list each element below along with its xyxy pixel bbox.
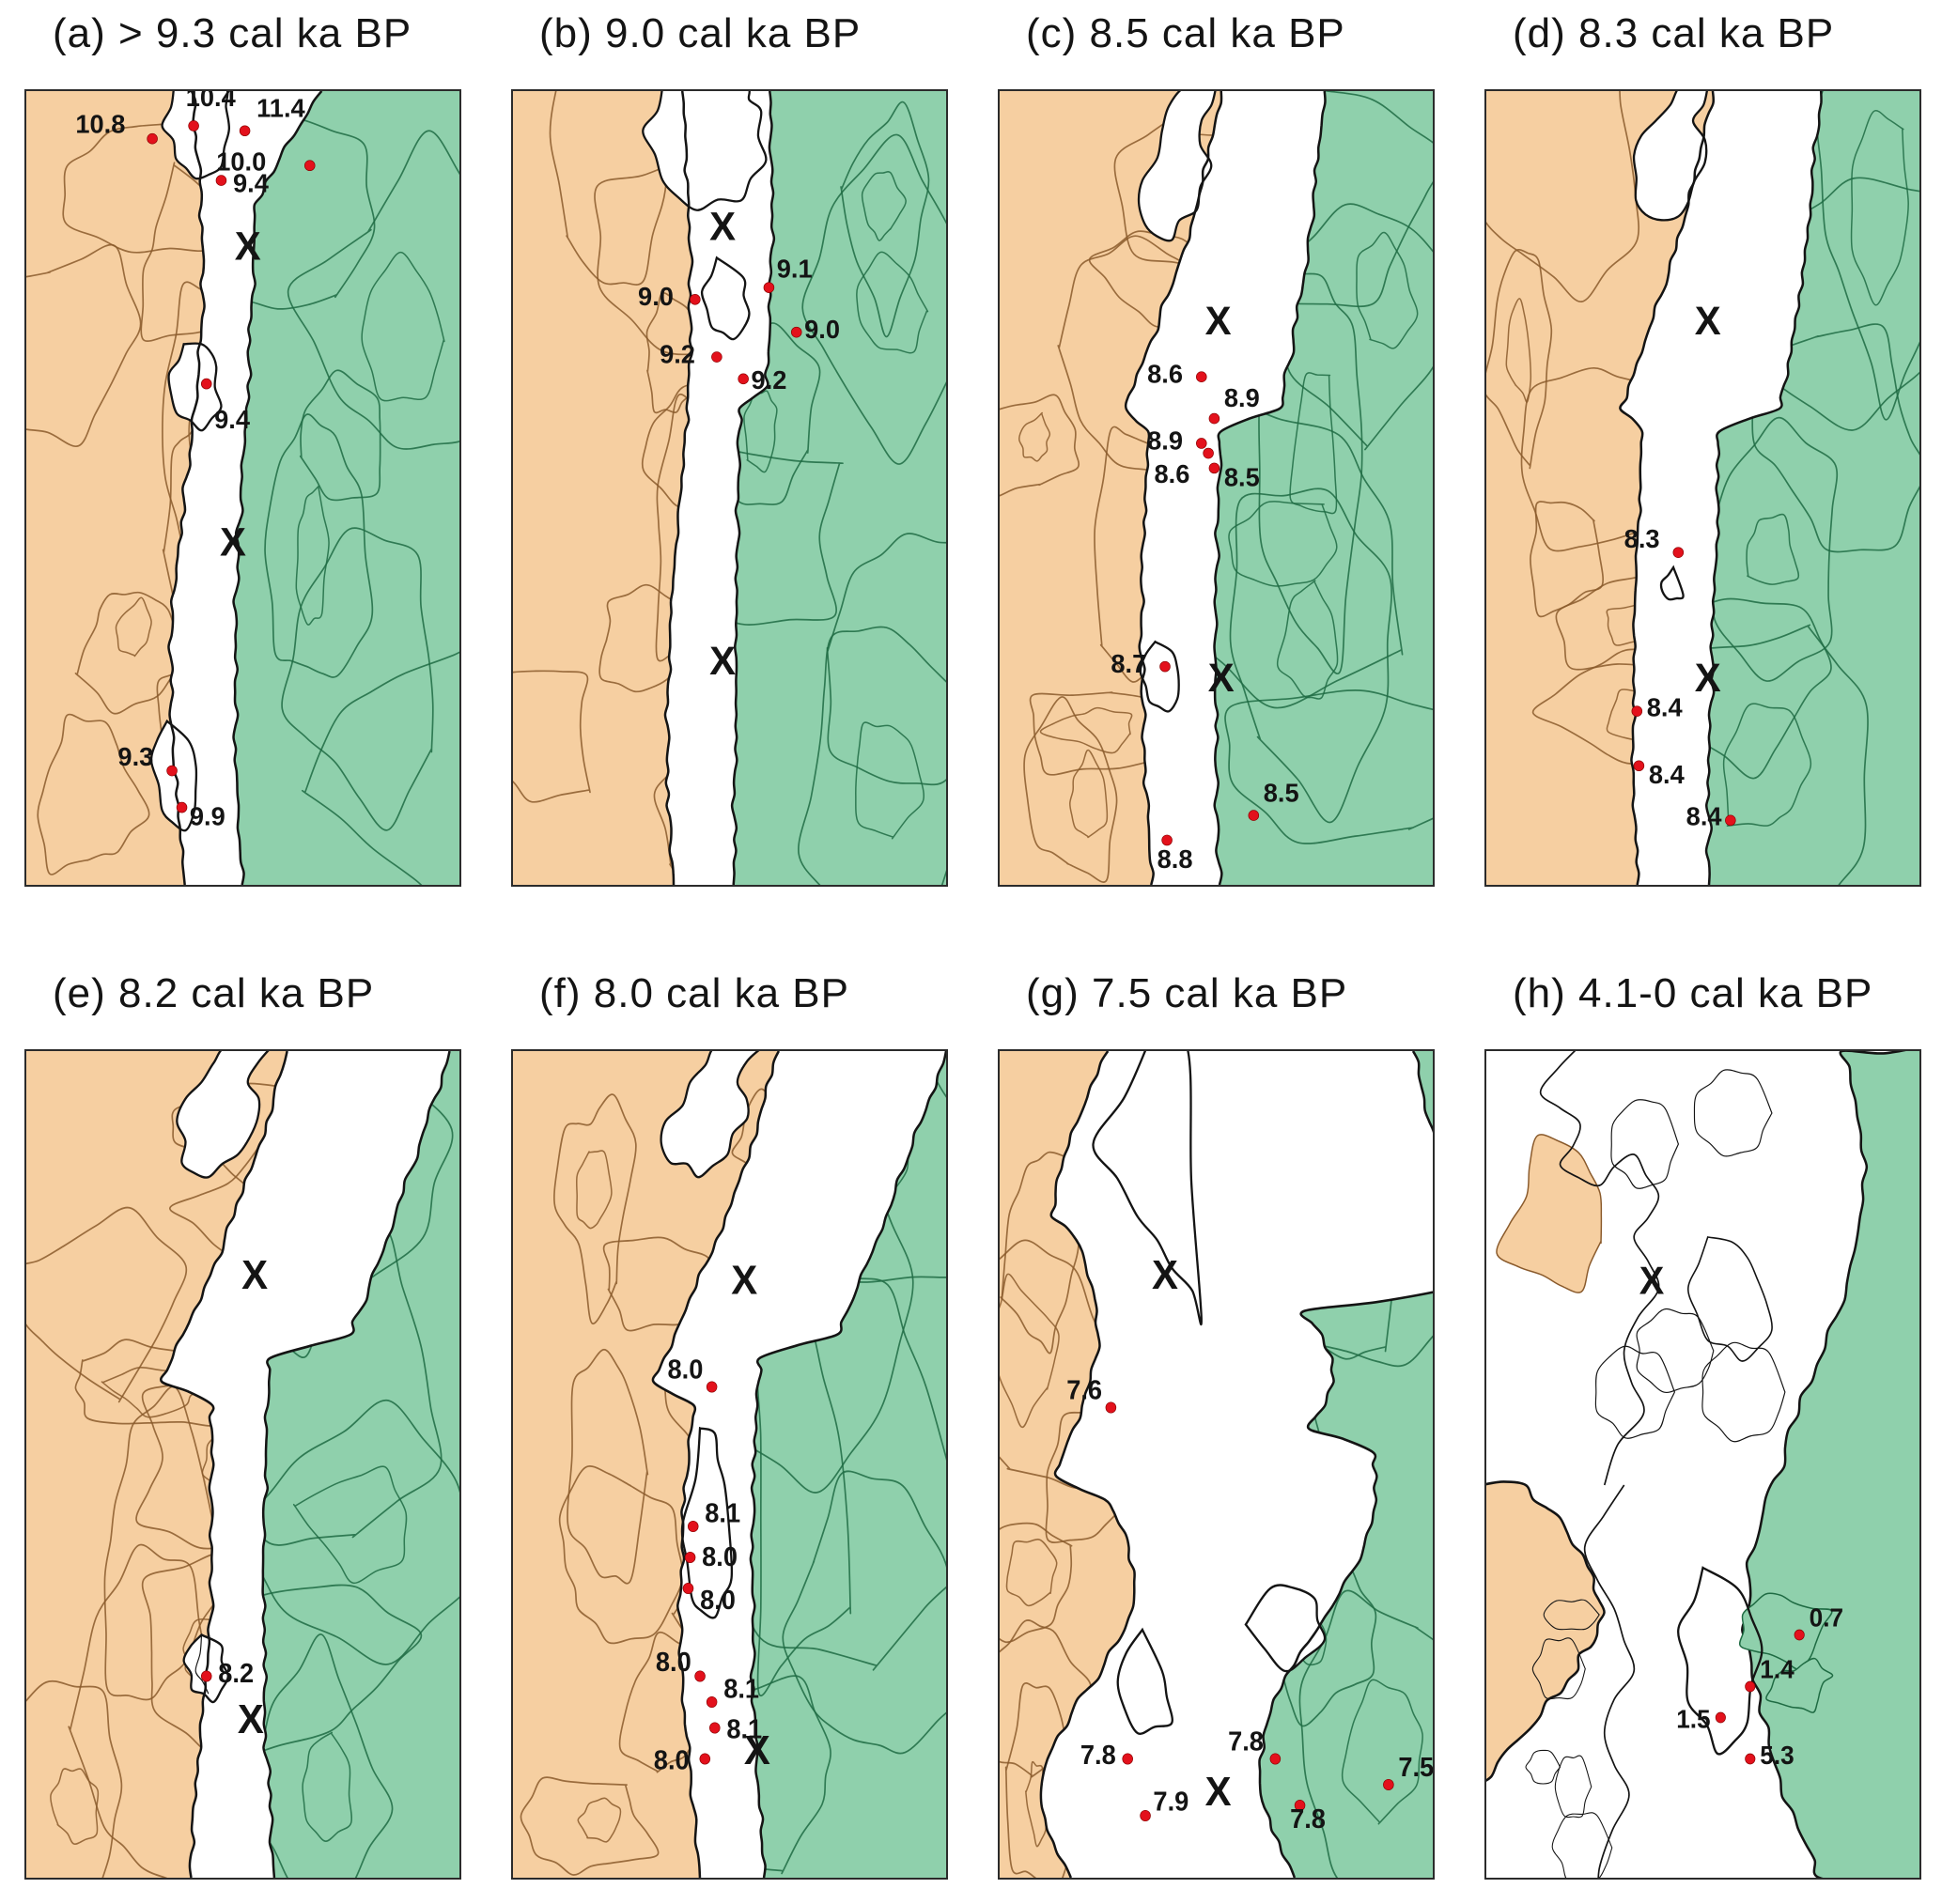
svg-text:8.5: 8.5 bbox=[1264, 778, 1299, 807]
svg-text:X: X bbox=[1695, 299, 1721, 343]
svg-text:9.4: 9.4 bbox=[214, 405, 251, 434]
svg-text:X: X bbox=[744, 1727, 770, 1773]
svg-text:10.4: 10.4 bbox=[186, 91, 237, 112]
svg-text:X: X bbox=[235, 224, 261, 268]
svg-text:8.3: 8.3 bbox=[1624, 524, 1660, 553]
svg-text:10.0: 10.0 bbox=[216, 147, 266, 176]
svg-text:8.4: 8.4 bbox=[1647, 692, 1684, 721]
svg-text:8.1: 8.1 bbox=[705, 1498, 740, 1528]
svg-text:X: X bbox=[731, 1258, 757, 1304]
svg-text:8.7: 8.7 bbox=[1111, 649, 1146, 678]
svg-text:X: X bbox=[1205, 1769, 1232, 1815]
svg-text:X: X bbox=[241, 1252, 268, 1298]
svg-text:9.9: 9.9 bbox=[190, 802, 225, 831]
svg-text:9.2: 9.2 bbox=[660, 339, 695, 368]
svg-text:7.8: 7.8 bbox=[1080, 1740, 1116, 1770]
svg-text:8.5: 8.5 bbox=[1224, 462, 1260, 491]
svg-text:9.0: 9.0 bbox=[804, 315, 840, 344]
svg-text:9.0: 9.0 bbox=[638, 282, 674, 311]
svg-text:5.3: 5.3 bbox=[1760, 1741, 1794, 1770]
svg-text:8.6: 8.6 bbox=[1154, 459, 1189, 488]
svg-text:8.1: 8.1 bbox=[723, 1674, 759, 1704]
svg-text:8.0: 8.0 bbox=[700, 1585, 736, 1615]
svg-text:9.2: 9.2 bbox=[752, 365, 787, 395]
svg-text:X: X bbox=[1639, 1259, 1665, 1303]
svg-text:7.9: 7.9 bbox=[1153, 1787, 1189, 1817]
svg-text:X: X bbox=[709, 639, 736, 683]
svg-text:7.8: 7.8 bbox=[1290, 1804, 1326, 1834]
svg-text:8.6: 8.6 bbox=[1147, 359, 1183, 388]
svg-text:7.5: 7.5 bbox=[1398, 1753, 1433, 1783]
svg-text:8.0: 8.0 bbox=[654, 1745, 690, 1775]
svg-text:X: X bbox=[1639, 1873, 1665, 1878]
svg-text:9.3: 9.3 bbox=[117, 742, 153, 771]
svg-text:X: X bbox=[1695, 656, 1721, 700]
svg-text:X: X bbox=[1152, 1252, 1178, 1298]
svg-text:8.0: 8.0 bbox=[656, 1647, 691, 1677]
svg-text:9.1: 9.1 bbox=[777, 254, 813, 283]
svg-text:X: X bbox=[1205, 299, 1232, 343]
svg-text:0.7: 0.7 bbox=[1810, 1603, 1843, 1633]
svg-text:10.8: 10.8 bbox=[75, 109, 125, 138]
svg-text:8.4: 8.4 bbox=[1649, 760, 1686, 789]
svg-text:8.0: 8.0 bbox=[667, 1354, 703, 1385]
svg-text:X: X bbox=[238, 1696, 264, 1742]
svg-text:X: X bbox=[220, 519, 246, 564]
svg-text:X: X bbox=[709, 204, 736, 248]
svg-text:1.5: 1.5 bbox=[1676, 1705, 1710, 1734]
svg-text:8.0: 8.0 bbox=[702, 1541, 738, 1571]
svg-text:8.8: 8.8 bbox=[1157, 844, 1193, 874]
svg-text:1.4: 1.4 bbox=[1760, 1655, 1794, 1684]
svg-text:11.4: 11.4 bbox=[256, 93, 305, 122]
svg-text:7.6: 7.6 bbox=[1066, 1375, 1102, 1405]
svg-text:8.9: 8.9 bbox=[1224, 383, 1260, 412]
svg-text:8.4: 8.4 bbox=[1686, 802, 1723, 831]
svg-text:8.9: 8.9 bbox=[1147, 426, 1183, 455]
svg-text:X: X bbox=[1208, 656, 1235, 700]
svg-text:7.8: 7.8 bbox=[1228, 1726, 1264, 1757]
svg-text:8.2: 8.2 bbox=[218, 1658, 254, 1688]
